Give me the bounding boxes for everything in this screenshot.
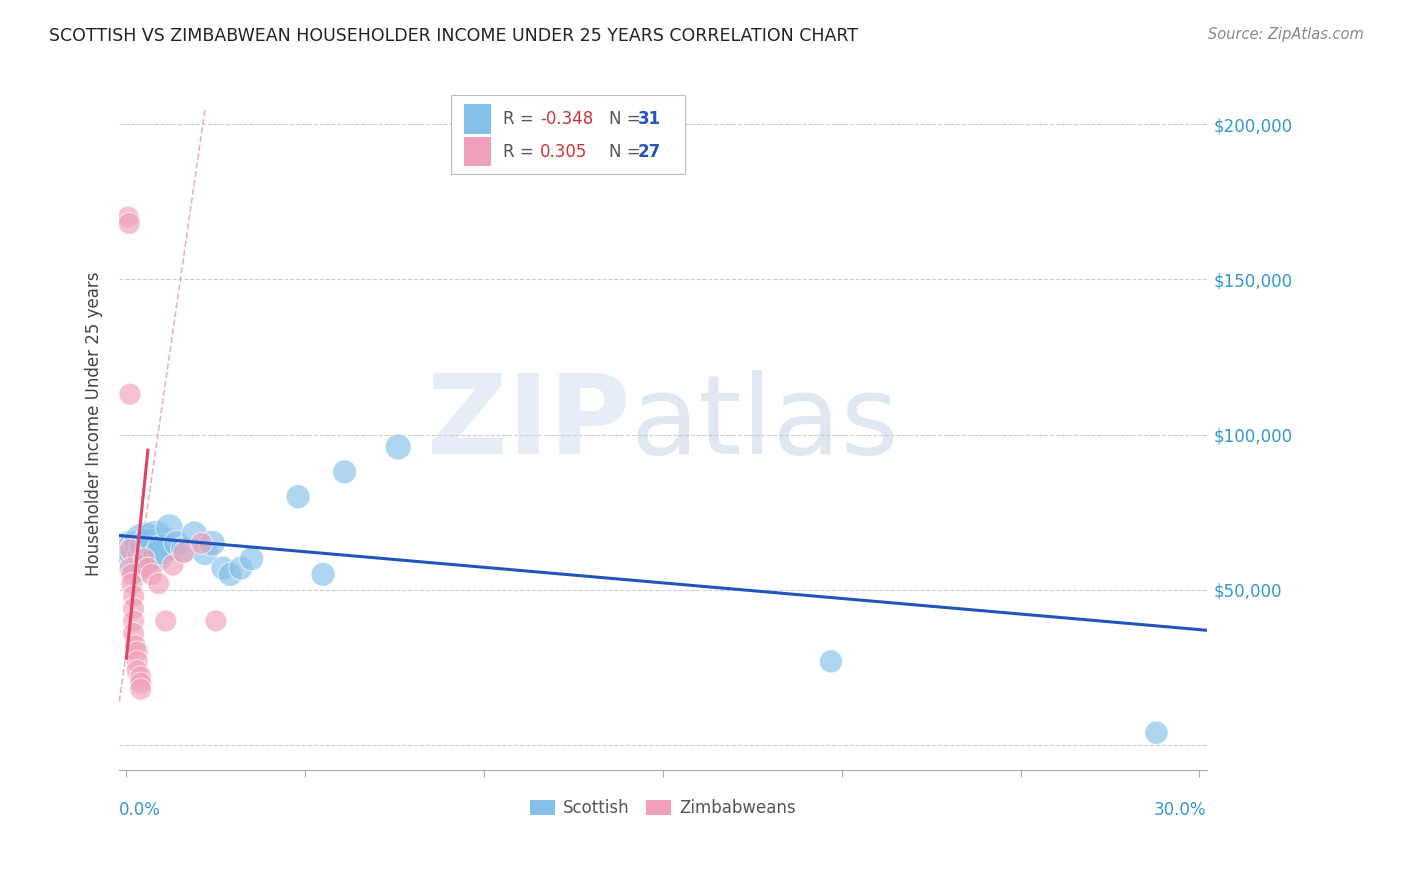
Bar (464, 104, 491, 134)
Point (141, 546, 163, 560)
Point (387, 440, 409, 454)
Point (219, 567, 242, 582)
Point (118, 387, 141, 401)
Text: 0.305: 0.305 (540, 143, 588, 161)
Point (124, 551, 146, 566)
FancyBboxPatch shape (451, 95, 685, 175)
Point (129, 542, 152, 557)
Point (124, 639, 146, 653)
Point (122, 601, 145, 615)
Bar (464, 137, 491, 166)
Text: R =: R = (503, 110, 538, 128)
Point (183, 527, 205, 541)
Point (134, 551, 156, 566)
Text: 30.0%: 30.0% (1154, 801, 1206, 819)
Point (229, 561, 252, 575)
Point (205, 614, 228, 628)
Point (127, 664, 149, 678)
Point (134, 536, 156, 550)
Text: atlas: atlas (630, 370, 898, 477)
Point (162, 558, 184, 572)
Point (240, 551, 263, 566)
Point (122, 626, 145, 640)
Point (129, 555, 152, 569)
Point (121, 576, 143, 591)
Point (122, 540, 145, 554)
Point (190, 536, 212, 550)
Text: N =: N = (609, 143, 645, 161)
Point (173, 546, 195, 560)
Point (157, 521, 180, 535)
Point (127, 654, 149, 668)
Point (136, 540, 159, 554)
Point (118, 542, 141, 557)
Point (155, 614, 177, 628)
Point (122, 589, 145, 603)
Point (129, 682, 152, 697)
Point (150, 542, 173, 557)
Text: N =: N = (609, 110, 645, 128)
Point (134, 549, 156, 563)
Point (117, 533, 139, 548)
Point (129, 676, 152, 690)
Point (141, 567, 163, 582)
Legend: Scottish, Zimbabweans: Scottish, Zimbabweans (523, 793, 803, 824)
Point (166, 536, 188, 550)
Point (173, 542, 195, 557)
Text: 31: 31 (638, 110, 661, 128)
Point (118, 216, 141, 230)
Point (212, 561, 235, 575)
Point (333, 465, 356, 479)
Point (118, 561, 141, 575)
Text: R =: R = (503, 143, 544, 161)
Point (127, 645, 149, 659)
Point (1146, 725, 1168, 739)
Text: 27: 27 (638, 143, 661, 161)
Text: Source: ZipAtlas.com: Source: ZipAtlas.com (1208, 27, 1364, 42)
Text: -0.348: -0.348 (540, 110, 593, 128)
Point (127, 546, 149, 560)
Point (117, 210, 139, 224)
Point (121, 567, 143, 582)
Point (121, 549, 143, 563)
Point (287, 490, 309, 504)
Point (148, 576, 170, 591)
Point (136, 561, 159, 575)
Point (312, 567, 335, 582)
Point (143, 533, 166, 548)
Point (201, 536, 224, 550)
Point (820, 654, 842, 668)
Point (127, 561, 149, 575)
Point (118, 542, 141, 557)
Point (122, 614, 145, 628)
Point (194, 546, 217, 560)
Text: 0.0%: 0.0% (120, 801, 162, 819)
Text: ZIP: ZIP (427, 370, 630, 477)
Y-axis label: Householder Income Under 25 years: Householder Income Under 25 years (86, 271, 103, 576)
Point (129, 670, 152, 684)
Text: SCOTTISH VS ZIMBABWEAN HOUSEHOLDER INCOME UNDER 25 YEARS CORRELATION CHART: SCOTTISH VS ZIMBABWEAN HOUSEHOLDER INCOM… (49, 27, 858, 45)
Point (148, 549, 170, 563)
